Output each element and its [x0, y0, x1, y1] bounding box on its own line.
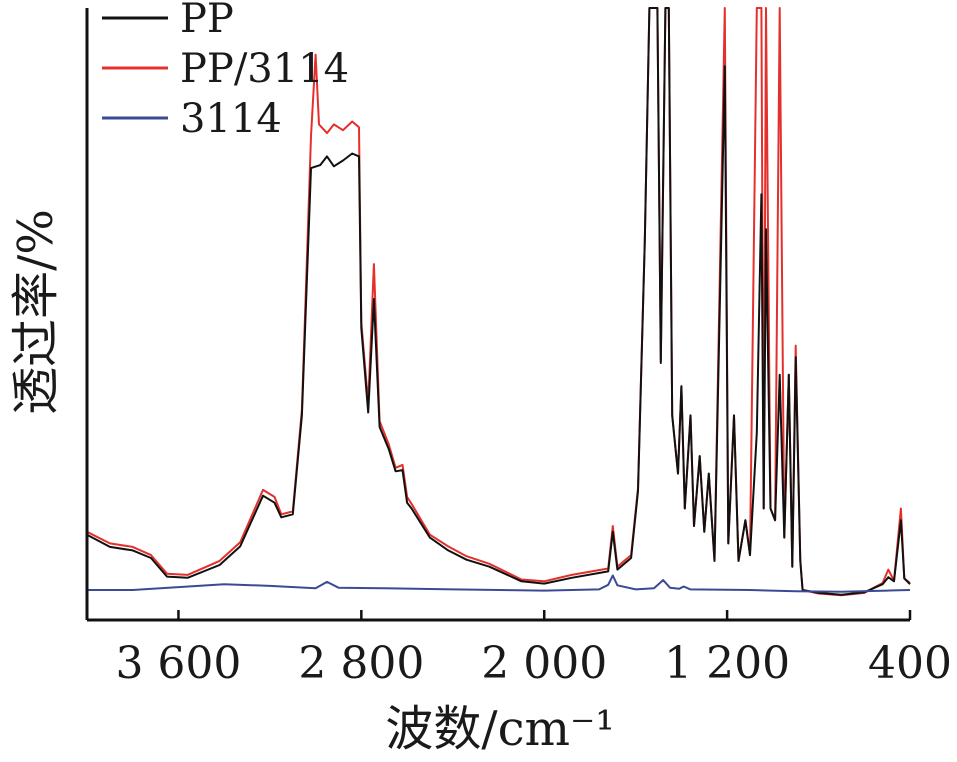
x-tick-label: 3 600 [115, 638, 241, 689]
plot-area [86, 7, 911, 597]
axes [85, 8, 910, 622]
x-tick-label: 400 [868, 638, 952, 689]
series-line-3114 [87, 574, 911, 593]
x-ticks: 3 600 2 800 2 000 1 200 400 [115, 610, 952, 689]
series-line-pp [86, 7, 911, 596]
legend-label: PP/3114 [180, 46, 349, 92]
x-axis-title: 波数/cm⁻¹ [385, 701, 614, 757]
legend-label: 3114 [180, 96, 282, 142]
x-tick-label: 2 000 [481, 638, 607, 689]
y-axis-title: 透过率/% [8, 209, 64, 415]
x-tick-label: 1 200 [664, 638, 790, 689]
legend-label: PP [180, 0, 234, 42]
x-tick-label: 2 800 [298, 638, 424, 689]
